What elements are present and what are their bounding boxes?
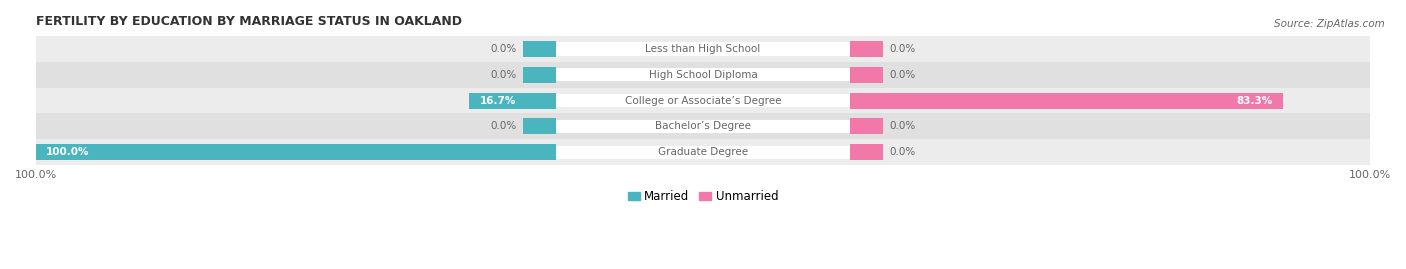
Text: Less than High School: Less than High School xyxy=(645,44,761,54)
Text: 100.0%: 100.0% xyxy=(46,147,90,157)
Bar xyxy=(37,139,1369,165)
Text: 0.0%: 0.0% xyxy=(491,121,516,131)
Bar xyxy=(37,62,1369,88)
Bar xyxy=(37,36,1369,62)
Text: 83.3%: 83.3% xyxy=(1237,95,1272,105)
Text: FERTILITY BY EDUCATION BY MARRIAGE STATUS IN OAKLAND: FERTILITY BY EDUCATION BY MARRIAGE STATU… xyxy=(37,15,463,28)
Bar xyxy=(523,41,557,57)
Bar xyxy=(849,118,883,134)
Text: 0.0%: 0.0% xyxy=(890,147,915,157)
Text: College or Associate’s Degree: College or Associate’s Degree xyxy=(624,95,782,105)
Bar xyxy=(849,93,1284,109)
Bar xyxy=(557,120,849,133)
Text: 0.0%: 0.0% xyxy=(890,70,915,80)
Bar xyxy=(523,118,557,134)
Bar xyxy=(557,146,849,159)
Bar xyxy=(523,67,557,83)
Text: Bachelor’s Degree: Bachelor’s Degree xyxy=(655,121,751,131)
Text: 0.0%: 0.0% xyxy=(890,121,915,131)
Text: Graduate Degree: Graduate Degree xyxy=(658,147,748,157)
Bar xyxy=(849,144,883,160)
Bar xyxy=(849,67,883,83)
Bar xyxy=(37,88,1369,114)
Bar xyxy=(37,144,557,160)
Text: 0.0%: 0.0% xyxy=(491,70,516,80)
Bar xyxy=(557,68,849,81)
Bar xyxy=(557,43,849,56)
Bar xyxy=(37,114,1369,139)
Bar xyxy=(557,94,849,107)
Bar xyxy=(849,41,883,57)
Text: 0.0%: 0.0% xyxy=(890,44,915,54)
Legend: Married, Unmarried: Married, Unmarried xyxy=(623,186,783,208)
Text: High School Diploma: High School Diploma xyxy=(648,70,758,80)
Text: Source: ZipAtlas.com: Source: ZipAtlas.com xyxy=(1274,19,1385,29)
Bar xyxy=(470,93,557,109)
Text: 16.7%: 16.7% xyxy=(479,95,516,105)
Text: 0.0%: 0.0% xyxy=(491,44,516,54)
